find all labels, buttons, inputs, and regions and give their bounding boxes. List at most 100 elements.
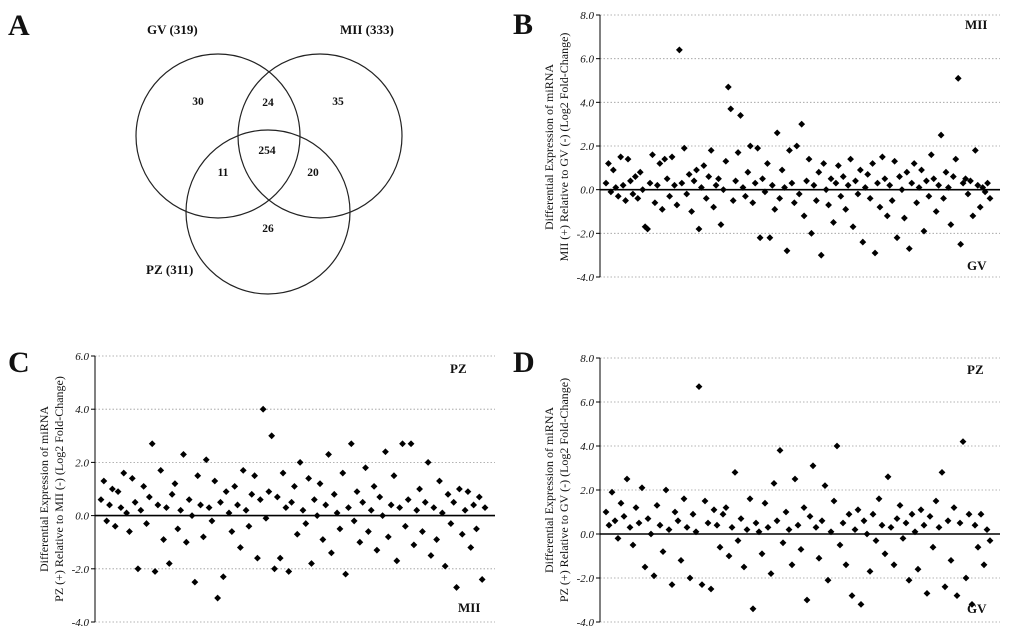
data-point	[927, 151, 935, 159]
data-point	[239, 466, 247, 474]
data-point	[712, 181, 720, 189]
data-point	[111, 522, 119, 530]
data-point	[871, 249, 879, 257]
data-point	[890, 561, 898, 569]
data-point	[705, 173, 713, 180]
scatter-panel-b: B Differential Expression of miRNA MII (…	[513, 8, 1000, 284]
data-point	[470, 501, 478, 509]
data-point	[746, 142, 754, 150]
data-point	[800, 504, 808, 511]
data-point	[461, 506, 469, 514]
data-point	[359, 498, 367, 506]
data-point	[905, 245, 913, 253]
data-point	[773, 517, 781, 525]
data-point	[330, 490, 338, 498]
data-point	[231, 482, 239, 490]
data-point	[362, 464, 369, 472]
data-point	[634, 195, 642, 202]
data-point	[219, 573, 227, 581]
data-point	[677, 557, 685, 564]
data-point	[438, 509, 446, 517]
data-point	[744, 168, 752, 176]
data-point	[861, 184, 869, 191]
data-point	[291, 482, 298, 490]
data-point	[609, 166, 617, 174]
data-point	[734, 537, 742, 544]
data-point	[837, 192, 845, 200]
data-point	[864, 170, 872, 178]
data-point	[915, 184, 923, 191]
data-point	[647, 530, 655, 538]
data-point	[842, 561, 850, 569]
data-point	[659, 548, 667, 555]
data-point	[644, 225, 651, 233]
data-point	[407, 440, 415, 448]
data-point	[844, 181, 852, 189]
data-point	[624, 155, 632, 163]
data-point	[803, 596, 811, 604]
data-point	[194, 472, 202, 480]
data-point	[671, 181, 678, 189]
data-point	[815, 168, 823, 176]
data-point	[776, 447, 784, 454]
venn-count-pz-only: 26	[262, 223, 274, 235]
data-point	[886, 181, 894, 189]
venn-circle-gv	[135, 53, 301, 219]
data-point	[347, 440, 355, 448]
data-point	[883, 212, 891, 220]
data-point	[874, 179, 881, 187]
data-point	[650, 572, 658, 580]
data-point	[830, 497, 838, 505]
data-point	[404, 496, 412, 504]
data-point	[824, 576, 832, 584]
data-point	[732, 177, 740, 185]
data-point	[382, 448, 389, 456]
data-point	[396, 504, 404, 512]
data-point	[900, 214, 908, 222]
data-point	[668, 153, 676, 161]
y-tick-label: 8.0	[580, 353, 594, 365]
data-point	[308, 560, 315, 567]
data-point	[444, 490, 452, 498]
data-point	[120, 469, 128, 477]
data-point	[262, 514, 270, 522]
data-point	[935, 524, 943, 531]
data-point	[707, 146, 715, 154]
data-point	[342, 570, 350, 578]
data-point	[617, 153, 625, 161]
data-point	[690, 177, 698, 185]
data-point	[234, 501, 241, 509]
bottom-label-b: GV	[967, 258, 987, 273]
data-point	[817, 251, 825, 259]
data-point	[635, 519, 643, 527]
data-point	[836, 541, 844, 549]
data-point	[353, 488, 361, 496]
data-point	[97, 496, 105, 504]
data-point	[751, 179, 759, 187]
data-point	[639, 186, 647, 194]
data-point	[731, 469, 739, 476]
data-point	[947, 557, 955, 564]
data-point	[852, 177, 859, 185]
data-point	[282, 504, 290, 512]
data-point	[959, 438, 967, 445]
data-point	[605, 160, 612, 167]
plot-area-d: 8.0 6.0 4.0 2.0 0.0 -2.0 -4.0	[577, 353, 1000, 629]
data-point	[857, 601, 865, 608]
data-point	[929, 543, 937, 551]
scatter-panel-c: C Differential Expression of miRNA PZ (+…	[8, 346, 495, 629]
data-point	[980, 561, 988, 569]
data-point	[671, 508, 679, 516]
data-point	[851, 526, 859, 533]
data-point	[893, 234, 901, 242]
y-tick-label: 4.0	[75, 404, 89, 416]
data-point	[761, 188, 769, 196]
y-tick-label: 2.0	[580, 485, 594, 497]
data-point	[940, 195, 947, 202]
data-point	[458, 530, 466, 538]
data-point	[296, 459, 304, 466]
data-point	[986, 537, 994, 544]
data-point	[202, 456, 210, 464]
data-point	[806, 513, 814, 520]
data-point	[433, 536, 441, 543]
